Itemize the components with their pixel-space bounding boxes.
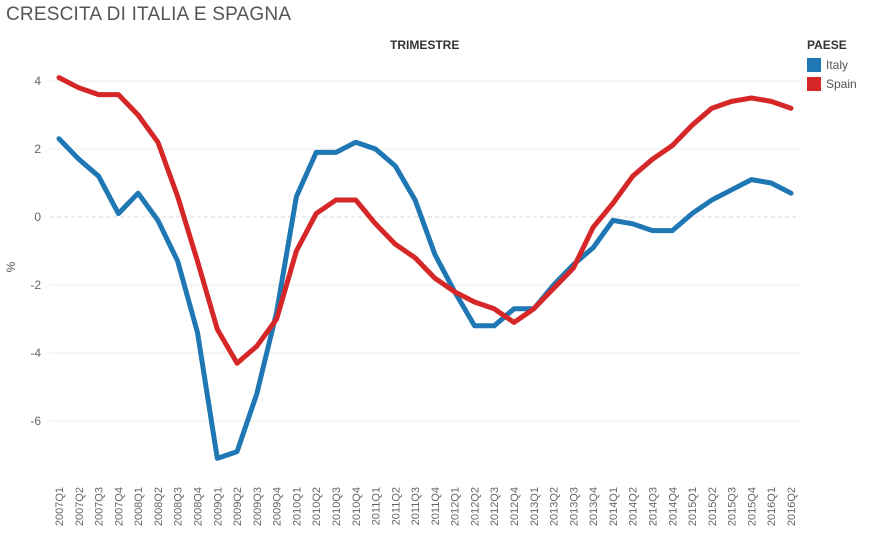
x-tick-label: 2011Q1 [371, 487, 383, 525]
series-lines [56, 75, 794, 461]
x-tick-label: 2013Q4 [588, 487, 600, 526]
x-tick-label: 2010Q4 [351, 487, 363, 526]
legend-label-spain: Spain [826, 76, 857, 91]
x-tick-label: 2008Q3 [173, 487, 185, 526]
chart-title: CRESCITA DI ITALIA E SPAGNA [6, 4, 292, 25]
series-line-italy[interactable] [56, 136, 794, 461]
x-tick-label: 2012Q3 [489, 487, 501, 526]
x-tick-label: 2012Q4 [509, 487, 521, 526]
series-line-spain[interactable] [56, 75, 794, 366]
x-tick-label: 2008Q4 [192, 487, 204, 526]
x-tick-label: 2012Q2 [469, 487, 481, 526]
legend-item-italy[interactable]: Italy [807, 55, 869, 74]
y-tick-label: 2 [34, 142, 41, 156]
x-tick-label: 2014Q1 [608, 487, 620, 526]
x-tick-label: 2015Q4 [746, 487, 758, 526]
y-tick-label: 0 [34, 210, 41, 224]
top-axis-title: TRIMESTRE [390, 38, 460, 52]
x-tick-label: 2013Q3 [568, 487, 580, 526]
legend-label-italy: Italy [826, 57, 849, 72]
x-tick-label: 2010Q3 [331, 487, 343, 526]
x-tick-label: 2007Q1 [54, 487, 66, 526]
x-tick-label: 2009Q2 [232, 487, 244, 526]
x-tick-label: 2015Q2 [707, 487, 719, 526]
legend[interactable]: PAESE Italy Spain [807, 38, 869, 93]
x-tick-label: 2010Q2 [311, 487, 323, 526]
x-tick-label: 2007Q3 [94, 487, 106, 526]
x-tick-label: 2014Q4 [667, 487, 679, 526]
gridlines [50, 80, 800, 422]
legend-title: PAESE [807, 38, 847, 52]
x-tick-label: 2007Q4 [113, 487, 125, 526]
x-tick-label: 2016Q1 [766, 487, 778, 526]
x-tick-label: 2014Q2 [628, 487, 640, 526]
y-tick-label: -6 [30, 414, 41, 428]
y-axis-ticks: 4 2 0 -2 -4 -6 [30, 74, 41, 428]
legend-swatch-spain [807, 76, 821, 91]
x-tick-label: 2007Q2 [74, 487, 86, 526]
y-tick-label: -2 [30, 278, 41, 292]
x-tick-label: 2015Q3 [727, 487, 739, 526]
x-tick-label: 2011Q2 [390, 487, 402, 525]
x-tick-label: 2009Q1 [212, 487, 224, 526]
y-tick-label: 4 [34, 74, 41, 88]
x-tick-label: 2009Q4 [272, 487, 284, 526]
x-tick-label: 2008Q1 [133, 487, 145, 526]
x-tick-label: 2011Q3 [410, 487, 422, 525]
x-tick-label: 2014Q3 [648, 487, 660, 526]
x-tick-label: 2008Q2 [153, 487, 165, 526]
x-tick-label: 2015Q1 [687, 487, 699, 526]
x-tick-label: 2010Q1 [291, 487, 303, 526]
y-axis-label: % [4, 261, 18, 272]
x-tick-label: 2016Q2 [786, 487, 798, 526]
x-axis-ticks: 2007Q1 2007Q2 2007Q3 2007Q4 2008Q1 2008Q2 2008… [54, 487, 798, 526]
x-tick-label: 2011Q4 [430, 487, 442, 525]
legend-swatch-italy [807, 57, 821, 72]
x-tick-label: 2013Q1 [529, 487, 541, 526]
x-tick-label: 2009Q3 [252, 487, 264, 526]
legend-item-spain[interactable]: Spain [807, 74, 869, 93]
x-tick-label: 2013Q2 [549, 487, 561, 526]
y-tick-label: -4 [30, 346, 41, 360]
x-tick-label: 2012Q1 [450, 487, 462, 526]
